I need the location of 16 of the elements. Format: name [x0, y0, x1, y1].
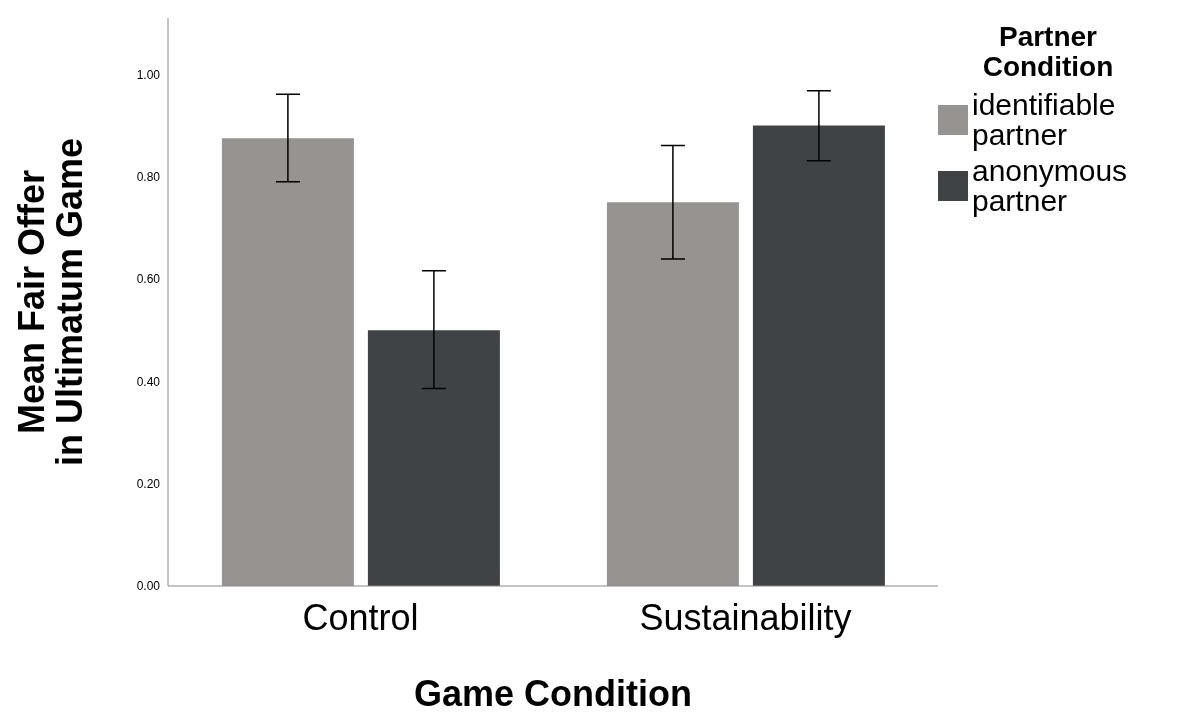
bar: [606, 202, 739, 586]
legend-title: Partner Condition: [981, 21, 1115, 82]
x-tick-label: Sustainability: [639, 596, 852, 638]
legend-label: anonymous partner: [972, 154, 1129, 217]
y-axis-title: Mean Fair Offer in Ultimatum Game: [11, 137, 90, 467]
y-tick-label: 0.60: [136, 272, 161, 287]
bar: [752, 125, 885, 586]
y-tick-label: 0.80: [136, 169, 161, 184]
y-tick-label: 0.00: [136, 579, 161, 594]
y-tick-label: 0.40: [136, 374, 161, 389]
y-tick-label: 0.20: [136, 476, 161, 491]
x-axis-title: Game Condition: [414, 673, 692, 714]
x-tick-label: Control: [302, 596, 419, 638]
bar: [221, 138, 354, 586]
bar: [367, 330, 500, 586]
y-tick-label: 1.00: [136, 67, 161, 82]
